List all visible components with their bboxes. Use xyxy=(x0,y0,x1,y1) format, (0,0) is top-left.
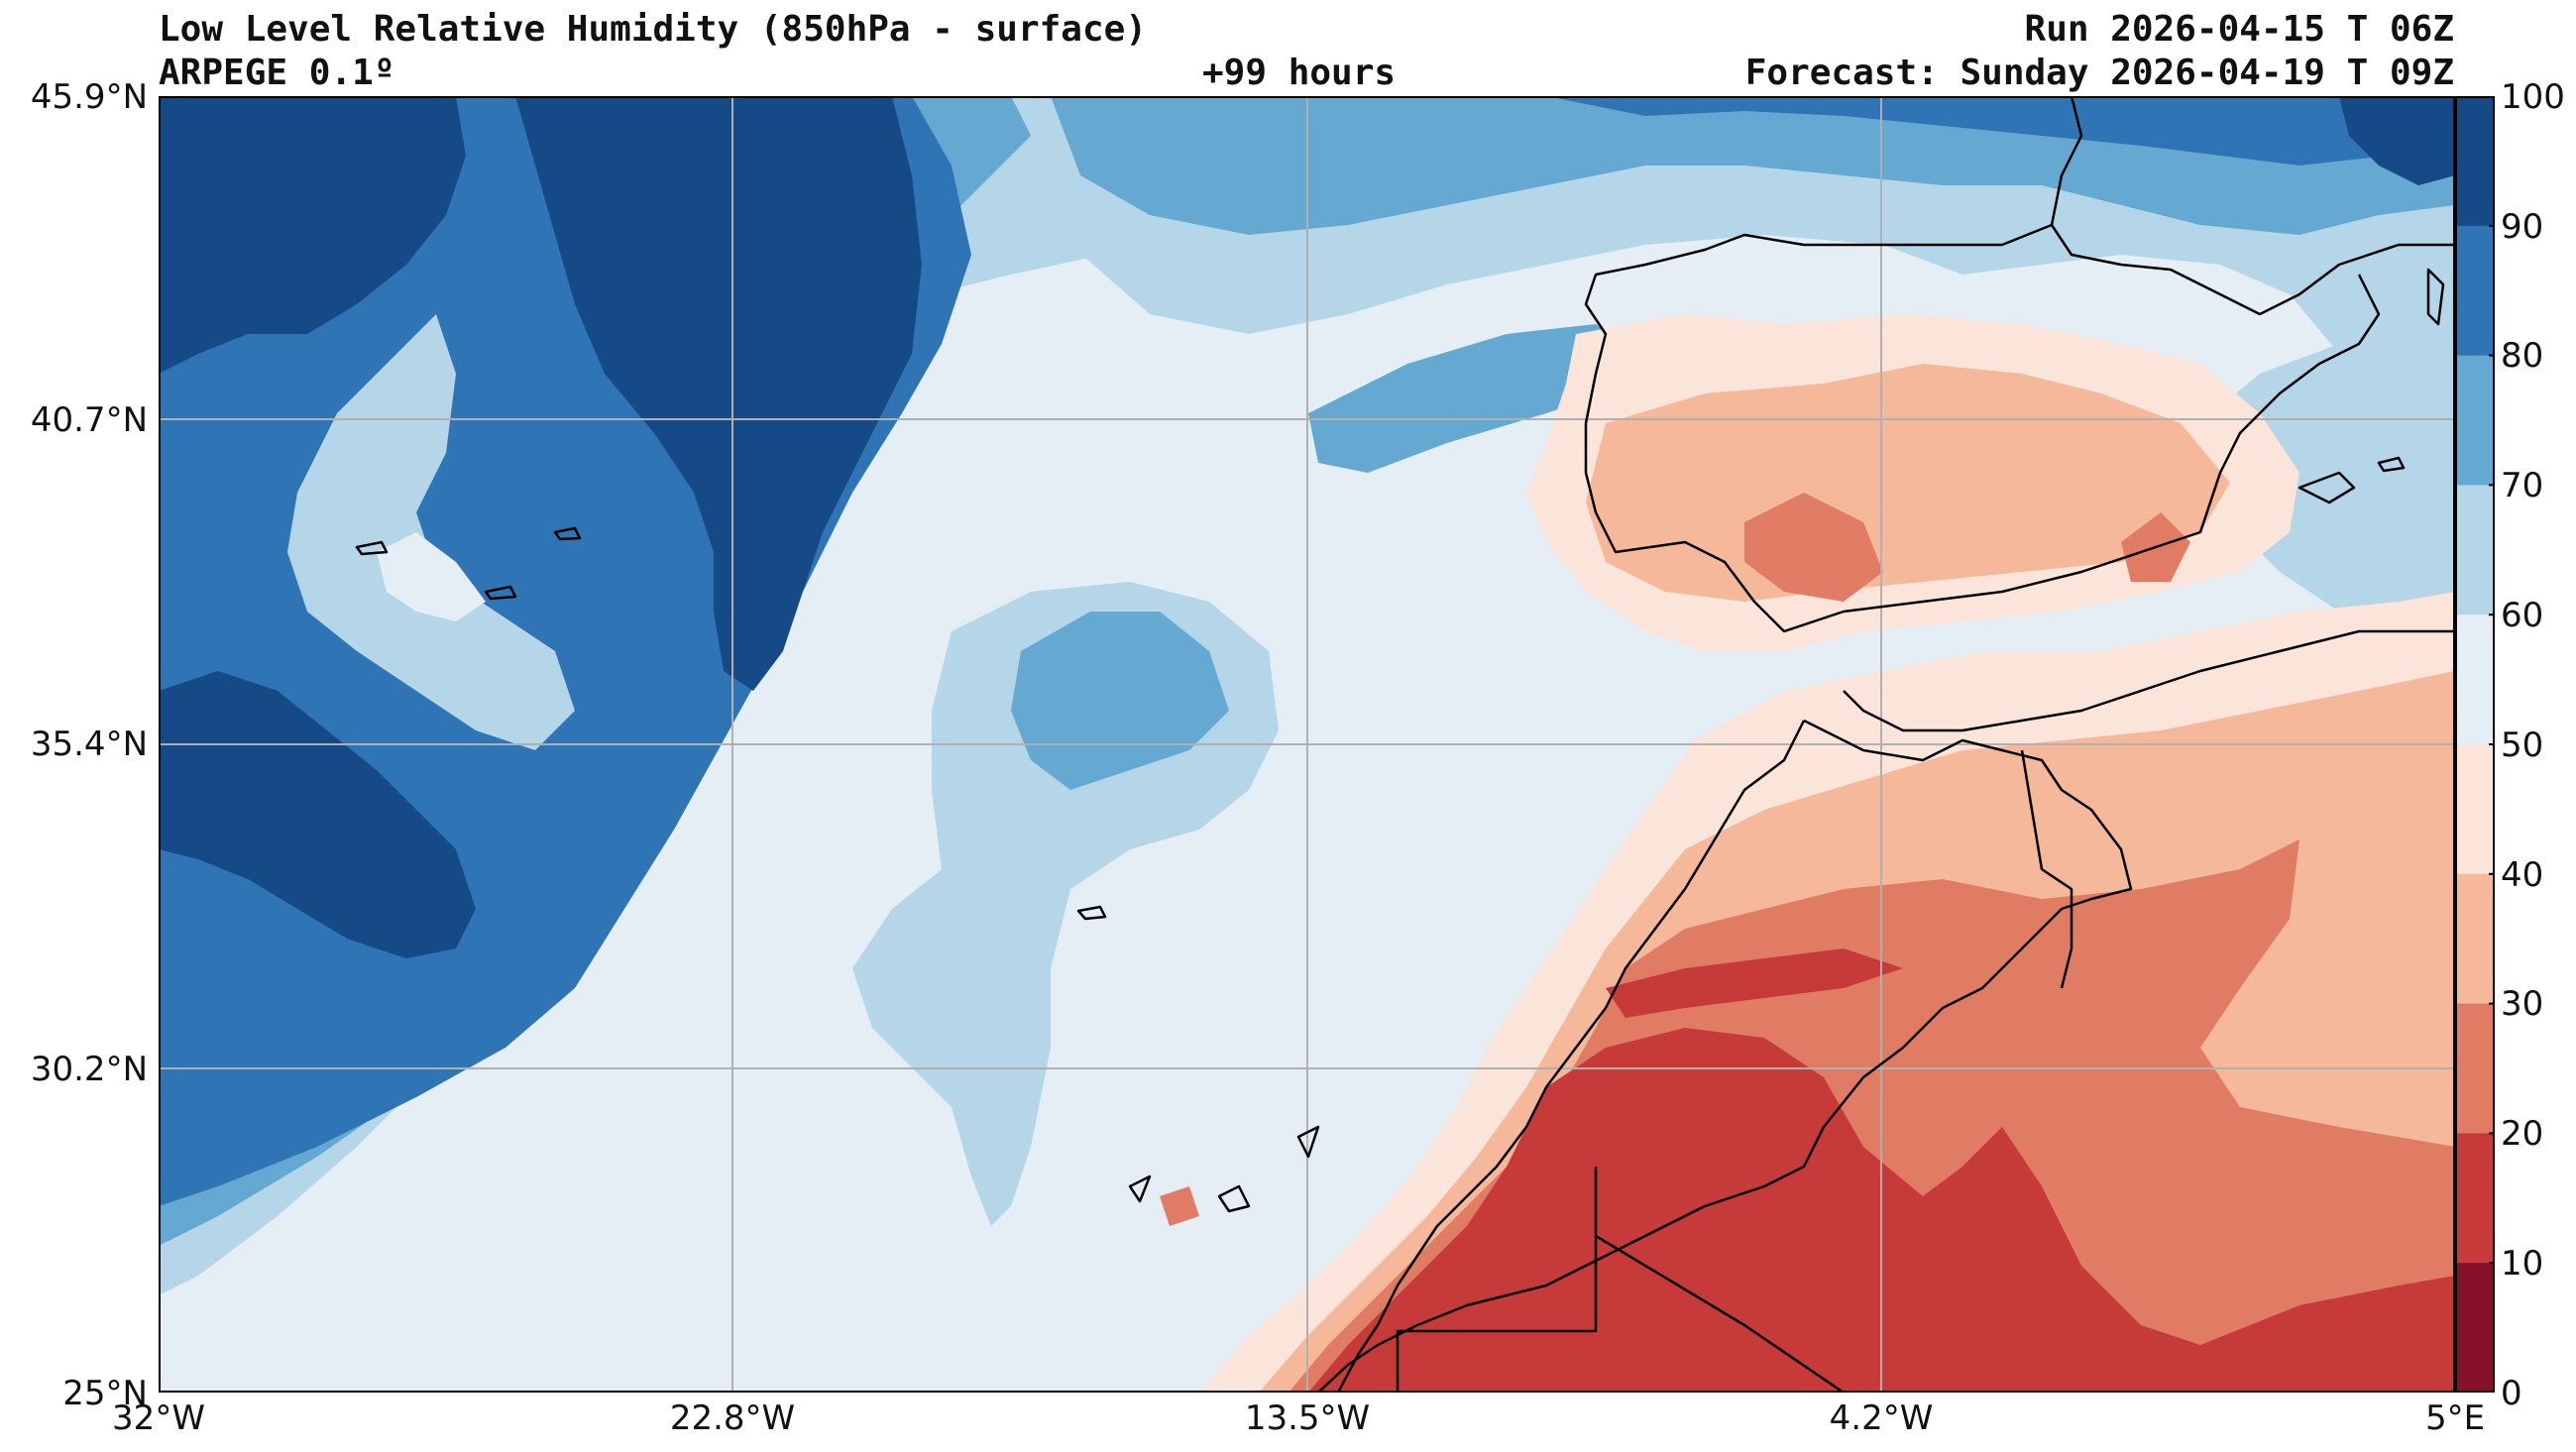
lon-label-5e: 5°E xyxy=(2424,1398,2486,1438)
lon-label-22-8w: 22.8°W xyxy=(669,1398,796,1438)
graticule xyxy=(159,96,2455,1393)
rh-band-50-60-swirl xyxy=(377,532,486,621)
chart-title: Low Level Relative Humidity (850hPa - su… xyxy=(159,9,1147,50)
colorbar-tick-10: 10 xyxy=(2501,1244,2544,1284)
coastline-canary-1 xyxy=(1296,1125,1320,1159)
colorbar-tick-60: 60 xyxy=(2501,596,2544,635)
coastline-balearic-2 xyxy=(2377,456,2406,473)
colorbar-segment-6 xyxy=(2455,873,2495,1005)
colorbar xyxy=(2455,96,2495,1393)
rh-band-90-100-atlantic xyxy=(159,96,466,374)
lat-label-25: 25°N xyxy=(62,1374,148,1413)
colorbar-tick-90: 90 xyxy=(2501,207,2544,247)
coastline-med xyxy=(1843,629,2455,732)
colorbar-tick-40: 40 xyxy=(2501,855,2544,895)
border-mauritania xyxy=(1595,1234,1845,1393)
lat-label-40-7: 40.7°N xyxy=(30,400,148,440)
lead-time-label: +99 hours xyxy=(1202,53,1397,93)
rh-band-20-30-canary xyxy=(1160,1186,1199,1226)
colorbar-segment-4 xyxy=(2455,614,2495,745)
coastline-morocco-north xyxy=(1336,720,1806,1393)
colorbar-segment-8 xyxy=(2455,1133,2495,1264)
colorbar-segment-0 xyxy=(2455,96,2495,227)
colorbar-segment-2 xyxy=(2455,355,2495,486)
coastline-canary-3 xyxy=(1128,1174,1152,1203)
lat-label-35-4: 35.4°N xyxy=(30,725,148,764)
border-western-sahara xyxy=(1396,1167,1598,1393)
coastline-madeira xyxy=(1076,905,1107,921)
colorbar-tick-50: 50 xyxy=(2501,726,2544,765)
colorbar-tick-30: 30 xyxy=(2501,984,2544,1024)
lon-label-32w: 32°W xyxy=(112,1398,205,1438)
coastline-iberia xyxy=(1584,223,2381,633)
coastline-africa xyxy=(1317,719,2133,1393)
colorbar-segment-7 xyxy=(2455,1003,2495,1134)
rh-band-60-70-swirl xyxy=(287,314,575,750)
rh-band-90-100-north xyxy=(2339,96,2455,185)
colorbar-tick-20: 20 xyxy=(2501,1114,2544,1154)
colorbar-tick-100: 100 xyxy=(2501,77,2565,117)
colorbar-segment-5 xyxy=(2455,744,2495,875)
lon-label-13-5w: 13.5°W xyxy=(1244,1398,1371,1438)
map-frame xyxy=(159,96,2455,1393)
model-label: ARPEGE 0.1º xyxy=(159,53,395,93)
coastline-sardinia xyxy=(2426,268,2445,326)
humidity-map xyxy=(159,96,2455,1393)
rh-band-90-100-atlantic-3 xyxy=(159,671,476,958)
lat-label-45-9: 45.9°N xyxy=(30,77,148,117)
colorbar-segment-1 xyxy=(2455,225,2495,357)
rh-band-90-100-atlantic-2 xyxy=(515,96,922,691)
coastline-canary-2 xyxy=(1217,1184,1251,1213)
rh-band-80-90-north xyxy=(1546,96,2455,166)
colorbar-tick-0: 0 xyxy=(2501,1374,2522,1413)
colorbar-frame xyxy=(2455,96,2495,1393)
colorbar-segment-3 xyxy=(2455,485,2495,615)
coastlines xyxy=(355,96,2455,1393)
forecast-label: Forecast: Sunday 2026-04-19 T 09Z xyxy=(1744,53,2454,93)
rh-band-10-20-atlas xyxy=(1606,949,1903,1018)
colorbar-tick-80: 80 xyxy=(2501,336,2544,376)
rh-band-20-30-iberia xyxy=(1744,493,1883,602)
run-label: Run 2026-04-15 T 06Z xyxy=(2024,9,2454,50)
border-morocco-algeria xyxy=(2020,749,2073,989)
coastline-balearic-1 xyxy=(2297,471,2356,504)
colorbar-tick-70: 70 xyxy=(2501,466,2544,505)
coastline-azores-2 xyxy=(484,585,517,601)
rh-band-70-80-azores-strip xyxy=(1308,324,1635,473)
coastline-france xyxy=(2050,96,2455,316)
lat-label-30-2: 30.2°N xyxy=(30,1050,148,1089)
coastline-azores-1 xyxy=(355,540,389,556)
lon-label-4-2w: 4.2°W xyxy=(1829,1398,1934,1438)
coastline-azores-3 xyxy=(553,526,582,541)
colorbar-segment-9 xyxy=(2455,1263,2495,1393)
